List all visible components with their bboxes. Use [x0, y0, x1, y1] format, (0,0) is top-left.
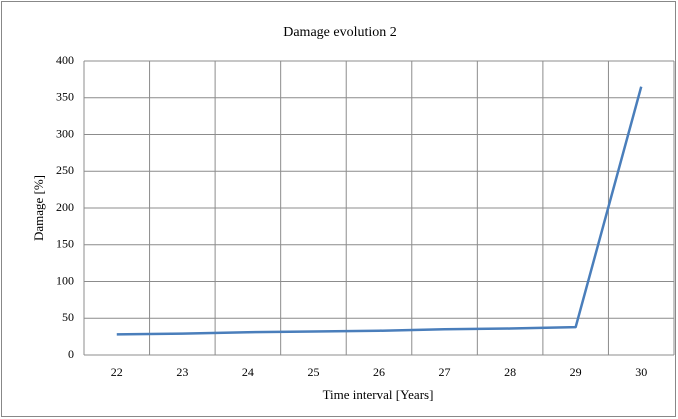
y-tick-label: 250	[56, 163, 74, 177]
data-line	[116, 86, 643, 336]
chart-title: Damage evolution 2	[283, 25, 397, 40]
y-tick-label: 350	[56, 90, 74, 104]
x-tick-label: 28	[504, 365, 516, 379]
y-tick-label: 300	[56, 126, 74, 140]
x-tick-label: 26	[373, 365, 385, 379]
y-tick-label: 150	[56, 237, 74, 251]
x-tick-label: 30	[635, 365, 647, 379]
x-tick-label: 25	[307, 365, 319, 379]
x-axis-label: Time interval [Years]	[323, 387, 434, 402]
x-tick-label: 22	[111, 365, 123, 379]
y-tick-label: 400	[56, 53, 74, 67]
y-tick-label: 100	[56, 273, 74, 287]
y-tick-label: 200	[56, 200, 74, 214]
x-tick-label: 24	[242, 365, 254, 379]
y-tick-label: 50	[62, 310, 74, 324]
x-tick-label: 29	[570, 365, 582, 379]
x-tick-label: 23	[176, 365, 188, 379]
y-axis-label: Damage [%]	[31, 175, 46, 241]
x-tick-label: 27	[439, 365, 451, 379]
y-tick-label: 0	[68, 347, 74, 361]
